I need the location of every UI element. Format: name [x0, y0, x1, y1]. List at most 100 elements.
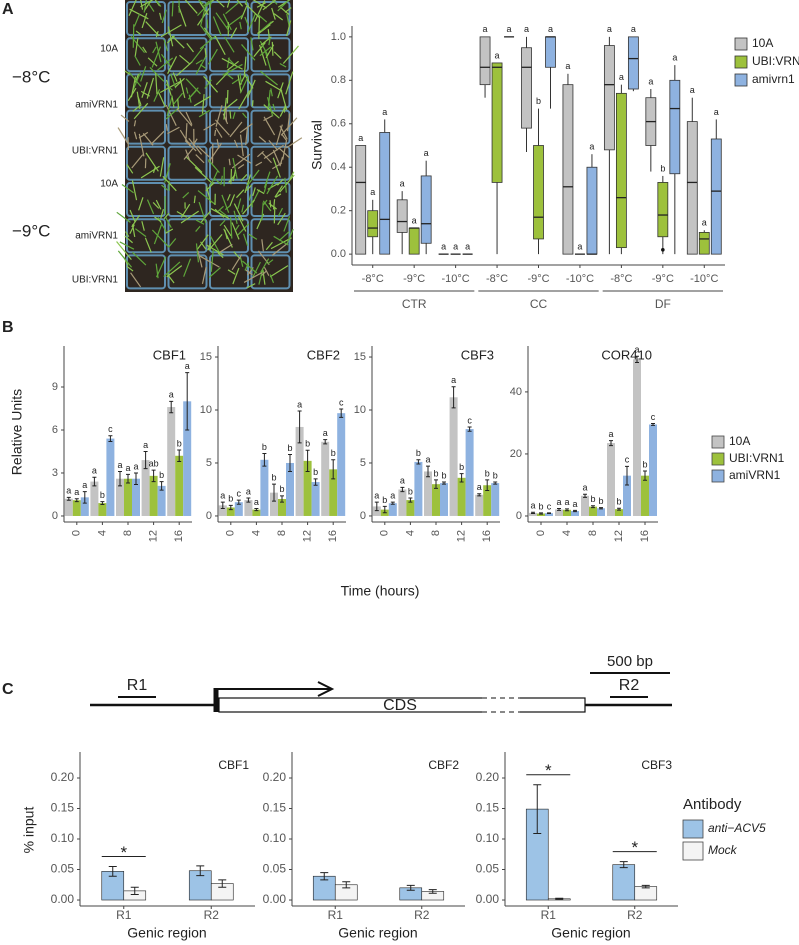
- error-bar: [218, 879, 227, 888]
- significance-letter: a: [358, 133, 363, 143]
- leaf: [242, 112, 248, 119]
- leaf: [269, 265, 289, 278]
- error-bar: [459, 473, 464, 483]
- y-tick-label: 5: [206, 457, 212, 469]
- bar: [303, 460, 312, 516]
- x-tick-label: R2: [204, 908, 220, 922]
- pot: [126, 37, 166, 73]
- leaf: [133, 131, 138, 140]
- y-axis-label: Relative Units: [9, 389, 25, 475]
- leaf: [160, 24, 182, 38]
- leaf: [121, 183, 134, 194]
- leaf: [259, 44, 267, 66]
- leaf: [238, 90, 250, 110]
- leaf: [273, 235, 289, 246]
- leaf: [227, 57, 235, 65]
- pot: [209, 73, 249, 109]
- significance-letter: a: [185, 361, 190, 371]
- error-bar: [126, 473, 130, 484]
- leaf: [185, 78, 201, 95]
- leaf: [131, 214, 141, 228]
- significance-letter: b: [590, 494, 595, 504]
- x-axis-label: Genic region: [127, 925, 206, 941]
- y-tick-label: 9: [52, 381, 58, 393]
- error-bar: [408, 497, 413, 503]
- significance-letter: a: [117, 460, 122, 470]
- leaf: [271, 242, 289, 256]
- leaf: [159, 157, 165, 177]
- leaf: [221, 194, 230, 213]
- leaf: [239, 73, 243, 85]
- bar: [157, 485, 166, 516]
- box: [615, 92, 627, 249]
- leaf: [234, 224, 240, 231]
- leaf: [131, 154, 144, 169]
- box: [710, 138, 722, 255]
- error-bar: [342, 881, 351, 889]
- y-tick-label: 10: [354, 404, 366, 416]
- significance-star: *: [545, 761, 552, 780]
- leaf: [273, 51, 282, 59]
- leaf: [227, 269, 236, 275]
- leaf: [133, 102, 149, 120]
- error-bar: [555, 897, 564, 900]
- error-bar: [533, 784, 542, 835]
- cds-label: CDS: [383, 697, 417, 714]
- pot: [167, 182, 208, 217]
- leaf: [135, 30, 142, 36]
- leaf: [198, 201, 207, 224]
- error-bar: [617, 507, 621, 511]
- leaf: [133, 120, 137, 127]
- leaf: [195, 219, 205, 225]
- significance-letter: a: [672, 52, 677, 62]
- leaf: [201, 266, 207, 285]
- leaf: [131, 180, 138, 201]
- leaf: [247, 12, 257, 33]
- leaf: [140, 66, 147, 82]
- leaf: [124, 235, 133, 244]
- significance-letter: b: [228, 494, 233, 504]
- leaf: [263, 116, 276, 136]
- leaf: [165, 79, 172, 96]
- significance-letter: a: [323, 428, 328, 438]
- leaf: [185, 123, 188, 139]
- leaf: [197, 250, 203, 268]
- significance-letter: a: [634, 345, 639, 355]
- leaf: [116, 211, 131, 223]
- leaf: [140, 0, 154, 8]
- leaf: [258, 16, 261, 39]
- error-bar: [651, 423, 655, 426]
- leaf: [244, 16, 249, 26]
- leaf: [165, 107, 179, 120]
- leaf: [275, 193, 282, 198]
- bar: [563, 509, 571, 516]
- leaf: [141, 221, 145, 231]
- x-tick-label: 16: [173, 530, 185, 542]
- leaf: [263, 171, 271, 188]
- x-tick-label: -10°C: [441, 273, 469, 285]
- significance-letter: c: [339, 397, 344, 407]
- leaf: [198, 109, 211, 118]
- leaf: [260, 21, 272, 32]
- significance-letter: a: [400, 179, 405, 189]
- significance-letter: b: [616, 497, 621, 507]
- leaf: [269, 200, 272, 208]
- leaf: [231, 254, 243, 271]
- pot: [126, 254, 166, 290]
- leaf: [182, 192, 190, 199]
- leaf: [237, 216, 247, 232]
- y-axis-label: Survival: [309, 120, 325, 170]
- significance-letter: b: [642, 459, 647, 469]
- leaf: [155, 199, 162, 210]
- significance-letter: c: [651, 412, 656, 422]
- leaf: [223, 228, 233, 248]
- leaf: [222, 98, 238, 112]
- leaf: [153, 224, 163, 245]
- y-tick-label: 0.15: [51, 801, 75, 815]
- significance-letter: a: [582, 483, 587, 493]
- pot: [209, 218, 249, 254]
- bar: [641, 475, 649, 516]
- box: [669, 79, 681, 175]
- significance-letter: a: [556, 497, 561, 507]
- leaf: [225, 2, 240, 15]
